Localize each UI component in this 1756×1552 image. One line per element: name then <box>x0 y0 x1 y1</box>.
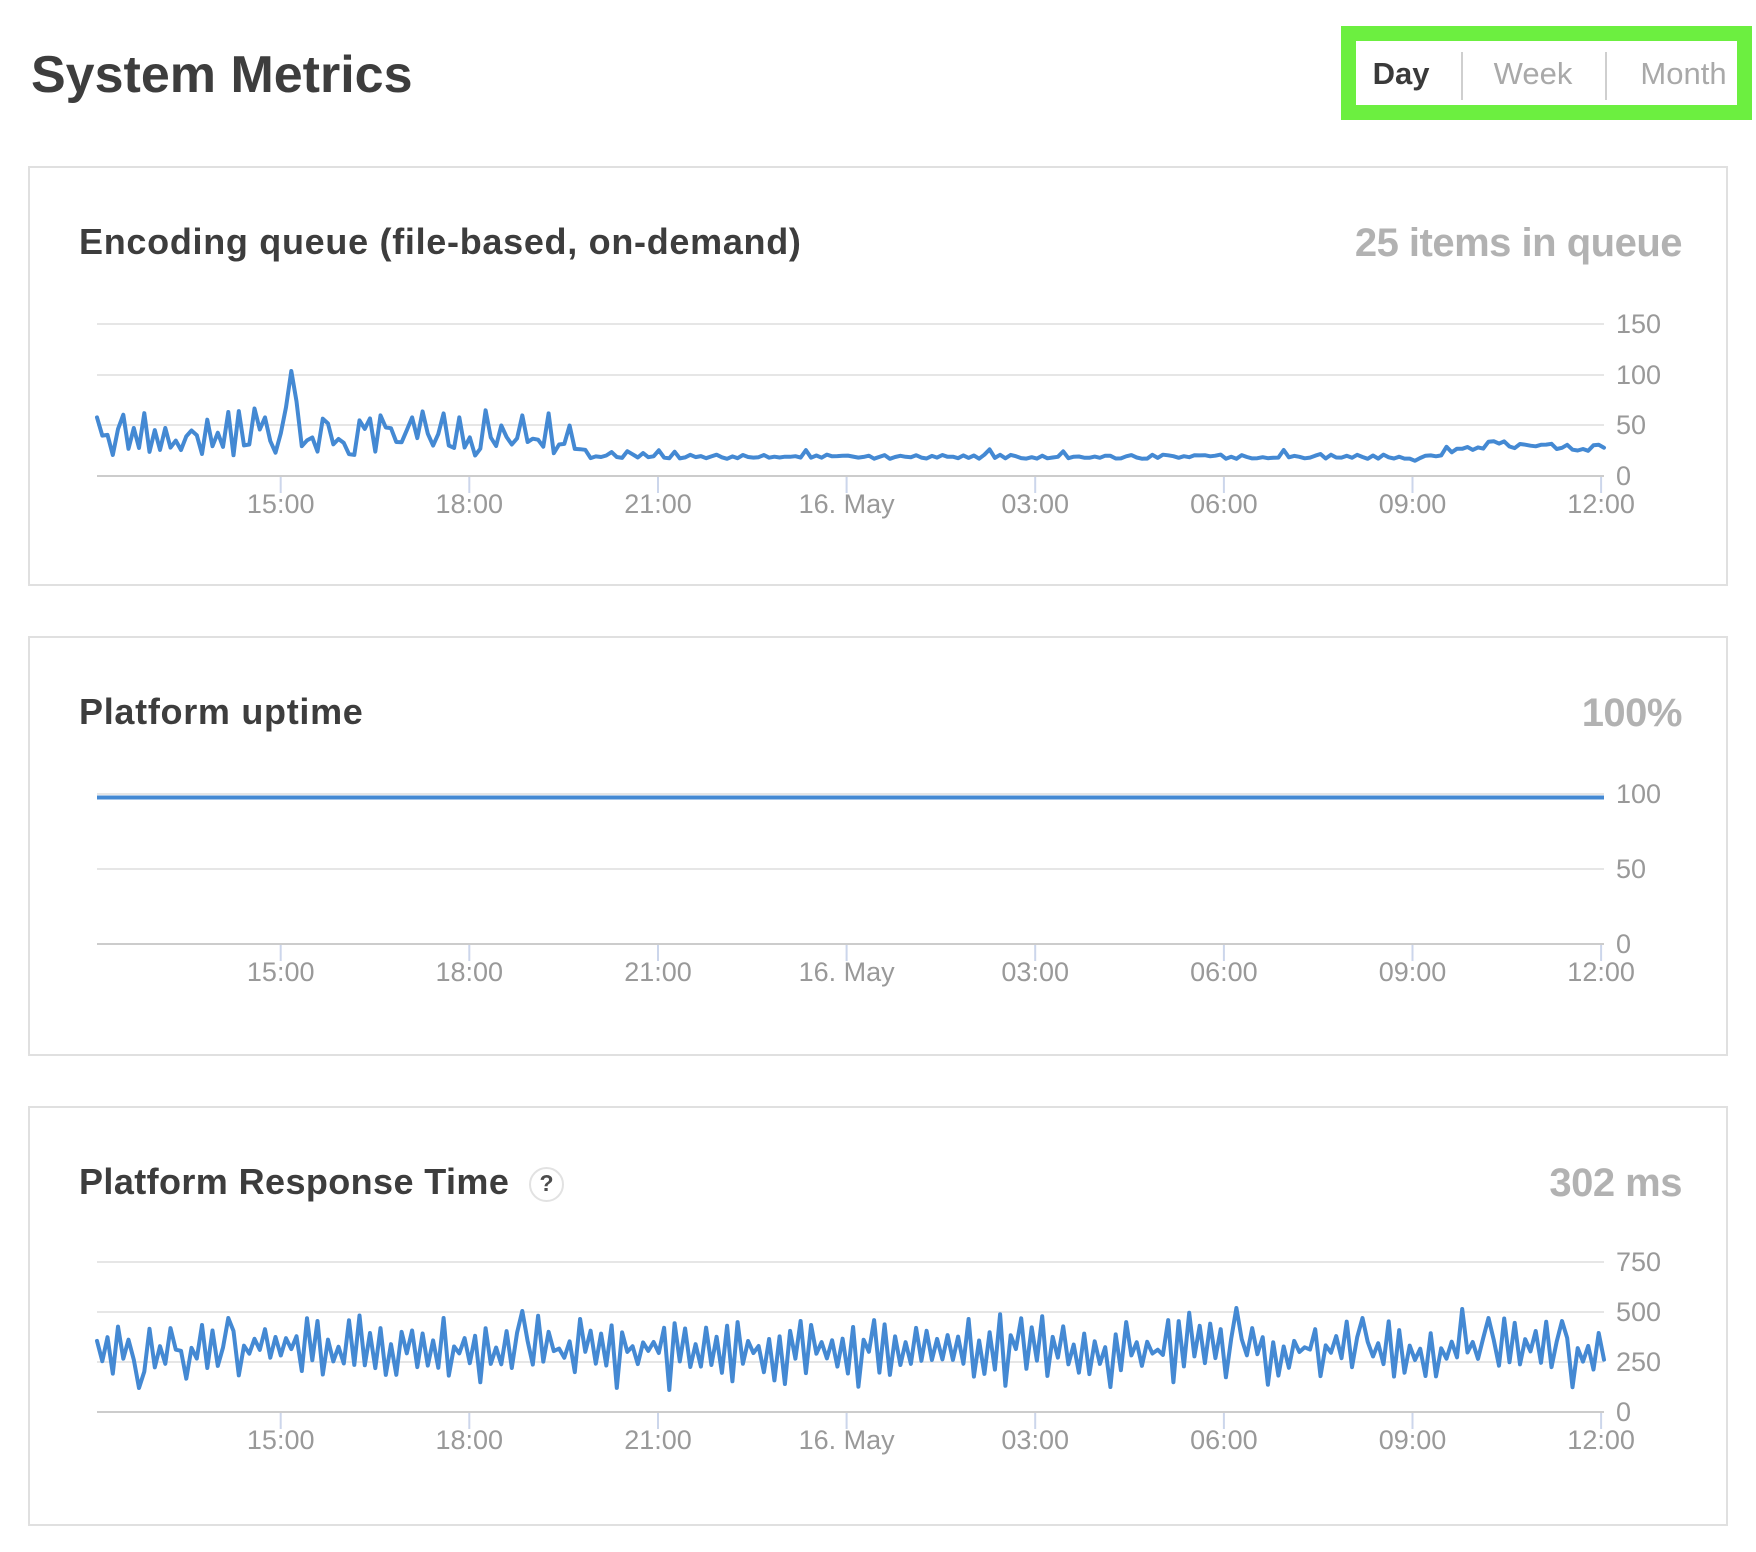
svg-text:06:00: 06:00 <box>1190 957 1258 987</box>
svg-text:250: 250 <box>1616 1347 1661 1377</box>
svg-text:100: 100 <box>1616 779 1661 809</box>
svg-text:50: 50 <box>1616 410 1646 440</box>
svg-text:18:00: 18:00 <box>436 1425 504 1455</box>
svg-text:03:00: 03:00 <box>1001 489 1069 519</box>
svg-text:15:00: 15:00 <box>247 957 315 987</box>
svg-text:16. May: 16. May <box>799 957 896 987</box>
svg-text:0: 0 <box>1616 1397 1631 1427</box>
svg-text:500: 500 <box>1616 1297 1661 1327</box>
svg-text:03:00: 03:00 <box>1001 1425 1069 1455</box>
svg-text:15:00: 15:00 <box>247 489 315 519</box>
svg-text:150: 150 <box>1616 309 1661 339</box>
svg-text:03:00: 03:00 <box>1001 957 1069 987</box>
svg-text:18:00: 18:00 <box>436 489 504 519</box>
svg-text:16. May: 16. May <box>799 489 896 519</box>
svg-text:50: 50 <box>1616 854 1646 884</box>
svg-text:12:00: 12:00 <box>1567 1425 1635 1455</box>
svg-text:06:00: 06:00 <box>1190 489 1258 519</box>
svg-text:06:00: 06:00 <box>1190 1425 1258 1455</box>
svg-text:0: 0 <box>1616 461 1631 491</box>
svg-text:21:00: 21:00 <box>624 489 692 519</box>
svg-text:18:00: 18:00 <box>436 957 504 987</box>
svg-text:21:00: 21:00 <box>624 957 692 987</box>
svg-text:09:00: 09:00 <box>1379 957 1447 987</box>
svg-text:16. May: 16. May <box>799 1425 896 1455</box>
svg-text:15:00: 15:00 <box>247 1425 315 1455</box>
svg-text:09:00: 09:00 <box>1379 489 1447 519</box>
svg-text:12:00: 12:00 <box>1567 489 1635 519</box>
svg-text:12:00: 12:00 <box>1567 957 1635 987</box>
svg-text:0: 0 <box>1616 929 1631 959</box>
svg-text:100: 100 <box>1616 360 1661 390</box>
svg-text:21:00: 21:00 <box>624 1425 692 1455</box>
svg-text:750: 750 <box>1616 1247 1661 1277</box>
svg-text:09:00: 09:00 <box>1379 1425 1447 1455</box>
